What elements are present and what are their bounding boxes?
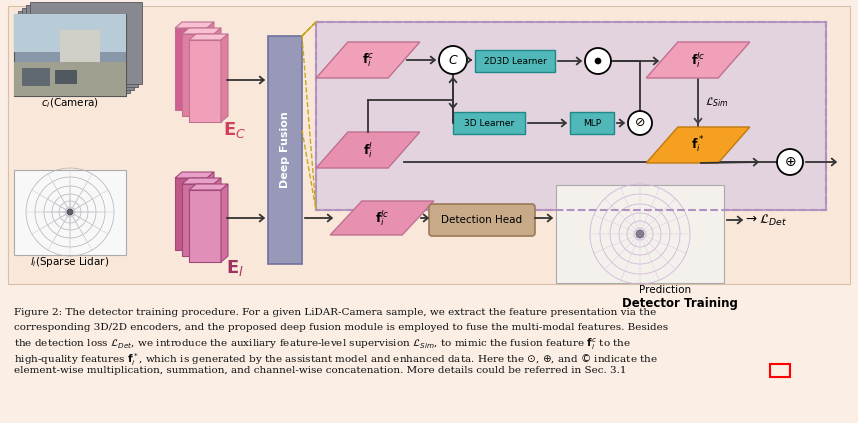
Text: Deep Fusion: Deep Fusion <box>280 112 290 188</box>
Text: the detection loss $\mathcal{L}_{Det}$, we introduce the auxiliary feature-level: the detection loss $\mathcal{L}_{Det}$, … <box>14 337 631 352</box>
Bar <box>30 2 142 84</box>
Polygon shape <box>207 172 214 250</box>
Circle shape <box>595 58 601 64</box>
Circle shape <box>628 111 652 135</box>
Polygon shape <box>221 34 228 122</box>
Text: $\mathbf{f}_i^{lc}$: $\mathbf{f}_i^{lc}$ <box>691 50 705 70</box>
Bar <box>18 11 130 93</box>
Polygon shape <box>646 127 750 163</box>
Text: $\oplus$: $\oplus$ <box>784 155 796 169</box>
Polygon shape <box>182 178 221 184</box>
Bar <box>14 170 126 255</box>
Bar <box>175 178 207 250</box>
Bar <box>189 40 221 122</box>
Polygon shape <box>330 201 434 235</box>
Polygon shape <box>189 184 228 190</box>
Bar <box>268 36 302 264</box>
Text: Detection Head: Detection Head <box>441 215 523 225</box>
Bar <box>22 8 134 90</box>
Circle shape <box>636 230 644 238</box>
Bar <box>26 5 138 87</box>
Bar <box>182 34 214 116</box>
Bar <box>453 112 525 134</box>
Text: $\mathbf{f}_i^*$: $\mathbf{f}_i^*$ <box>692 135 704 155</box>
Text: $C$: $C$ <box>448 53 458 66</box>
Polygon shape <box>221 184 228 262</box>
Polygon shape <box>214 178 221 256</box>
Text: $l_i$(Sparse Lidar): $l_i$(Sparse Lidar) <box>30 255 110 269</box>
Text: $\mathcal{L}_{Sim}$: $\mathcal{L}_{Sim}$ <box>705 95 729 109</box>
Text: $\mathbf{E}_C$: $\mathbf{E}_C$ <box>223 120 246 140</box>
Bar <box>8 6 850 284</box>
FancyBboxPatch shape <box>429 204 535 236</box>
Text: $\mathbf{E}_l$: $\mathbf{E}_l$ <box>226 258 244 278</box>
Text: $\rightarrow\mathcal{L}_{Det}$: $\rightarrow\mathcal{L}_{Det}$ <box>743 212 787 228</box>
Polygon shape <box>182 28 221 34</box>
Polygon shape <box>316 132 420 168</box>
Text: Detector Training: Detector Training <box>622 297 738 310</box>
Polygon shape <box>175 22 214 28</box>
Bar <box>316 22 826 210</box>
Polygon shape <box>175 172 214 178</box>
Text: $\mathbf{f}_i^c$: $\mathbf{f}_i^c$ <box>362 51 374 69</box>
Bar <box>432 207 532 233</box>
Circle shape <box>777 149 803 175</box>
Bar <box>556 185 724 283</box>
Circle shape <box>439 46 467 74</box>
Text: Prediction: Prediction <box>639 285 691 295</box>
Bar <box>316 22 826 210</box>
Bar <box>14 14 126 96</box>
Text: $\mathbf{f}_i^l$: $\mathbf{f}_i^l$ <box>363 140 373 160</box>
Polygon shape <box>316 42 420 78</box>
Text: 3D Learner: 3D Learner <box>464 118 514 127</box>
Bar <box>14 14 126 52</box>
Bar <box>22 68 50 86</box>
Bar <box>475 50 555 72</box>
Text: corresponding 3D/2D encoders, and the proposed deep fusion module is employed to: corresponding 3D/2D encoders, and the pr… <box>14 322 668 332</box>
Text: Figure 2: The detector training procedure. For a given LiDAR-Camera sample, we e: Figure 2: The detector training procedur… <box>14 308 656 317</box>
Text: $c_i$(Camera): $c_i$(Camera) <box>41 96 99 110</box>
Bar <box>570 112 614 134</box>
Text: 2D3D Learner: 2D3D Learner <box>484 57 547 66</box>
Bar <box>14 62 126 96</box>
Bar <box>182 184 214 256</box>
Polygon shape <box>207 22 214 110</box>
Text: element-wise multiplication, summation, and channel-wise concatenation. More det: element-wise multiplication, summation, … <box>14 366 626 375</box>
Bar <box>770 364 790 377</box>
Text: MLP: MLP <box>583 118 601 127</box>
Polygon shape <box>189 34 228 40</box>
Bar <box>60 30 100 62</box>
Bar <box>14 14 126 96</box>
Bar <box>55 70 77 84</box>
Text: high-quality features $\mathbf{f}_i^*$, which is generated by the assistant mode: high-quality features $\mathbf{f}_i^*$, … <box>14 352 658 368</box>
Bar <box>175 28 207 110</box>
Polygon shape <box>646 42 750 78</box>
Bar <box>189 190 221 262</box>
Text: $\oslash$: $\oslash$ <box>634 116 646 129</box>
Text: $\mathbf{f}_i^{lc}$: $\mathbf{f}_i^{lc}$ <box>375 208 390 228</box>
Circle shape <box>585 48 611 74</box>
Circle shape <box>67 209 73 215</box>
Polygon shape <box>214 28 221 116</box>
